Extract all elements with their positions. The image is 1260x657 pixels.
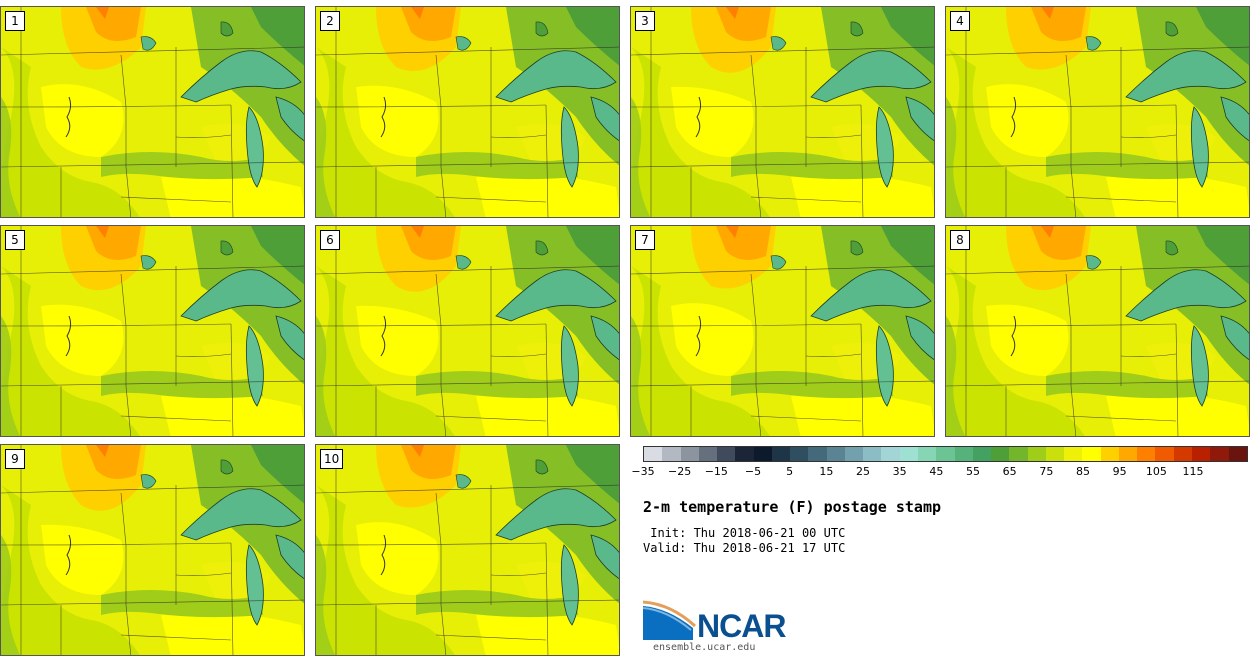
ensemble-member-panel-7: 7 (630, 225, 935, 437)
colorbar-tick-label: −15 (704, 465, 728, 478)
colorbar-tick-label: −35 (631, 465, 655, 478)
temperature-map (631, 226, 934, 436)
ensemble-member-panel-5: 5 (0, 225, 305, 437)
colorbar-cell (808, 447, 827, 461)
colorbar-cell (899, 447, 918, 461)
temperature-map (1, 445, 304, 655)
temperature-map (1, 7, 304, 217)
colorbar-tick-labels: −35 −25 −15 −5 5 15 25 35 45 55 65 75 85 95 105 115 (631, 465, 1248, 483)
ensemble-member-panel-2: 2 (315, 6, 620, 218)
colorbar-tick-label: 105 (1145, 465, 1167, 478)
temperature-map (316, 445, 619, 655)
colorbar-cell (1155, 447, 1174, 461)
colorbar-cell (790, 447, 809, 461)
ensemble-member-panel-10: 10 (315, 444, 620, 656)
colorbar-cell (680, 447, 699, 461)
colorbar-tick-label: 95 (1112, 465, 1127, 478)
colorbar-cell (1191, 447, 1211, 461)
member-label: 1 (5, 11, 25, 31)
colorbar-cell (1118, 447, 1138, 461)
colorbar-cell (881, 447, 900, 461)
colorbar-tick-label: 25 (856, 465, 870, 478)
colorbar-cell (1027, 447, 1046, 461)
colorbar-tick-label: −25 (668, 465, 692, 478)
colorbar-tick-label: 5 (786, 465, 794, 478)
colorbar-cell (1137, 447, 1156, 461)
colorbar-cell (1045, 447, 1065, 461)
colorbar-tick-label: 35 (892, 465, 907, 478)
colorbar-cell (1173, 447, 1192, 461)
ensemble-member-panel-8: 8 (945, 225, 1250, 437)
colorbar-cell (844, 447, 864, 461)
member-label: 8 (950, 230, 970, 250)
ensemble-member-panel-9: 9 (0, 444, 305, 656)
colorbar-cell (662, 447, 681, 461)
colorbar-tick-label: 15 (819, 465, 834, 478)
colorbar-cell (917, 447, 937, 461)
colorbar-cell (972, 447, 992, 461)
valid-time: Valid: Thu 2018-06-21 17 UTC (643, 541, 846, 555)
temperature-map (316, 226, 619, 436)
colorbar-cell (644, 447, 663, 461)
colorbar-cell (717, 447, 736, 461)
colorbar-tick-label: 75 (1039, 465, 1054, 478)
colorbar-cell (1009, 447, 1028, 461)
member-label: 3 (635, 11, 655, 31)
ensemble-member-panel-1: 1 (0, 6, 305, 218)
temperature-map (946, 7, 1249, 217)
colorbar-tick-label: 65 (1002, 465, 1017, 478)
colorbar-tick-label: 85 (1076, 465, 1090, 478)
init-time: Init: Thu 2018-06-21 00 UTC (643, 526, 846, 540)
site-url: ensemble.ucar.edu (653, 642, 756, 653)
colorbar-cell (1100, 447, 1119, 461)
member-label: 6 (320, 230, 340, 250)
member-label: 7 (635, 230, 655, 250)
colorbar-cell (771, 447, 791, 461)
temperature-map (631, 7, 934, 217)
colorbar-cell (1064, 447, 1083, 461)
member-label: 9 (5, 449, 25, 469)
colorbar-cell (1228, 447, 1247, 461)
ncar-logo-text: NCAR (697, 608, 786, 644)
colorbar-tick-label: 45 (929, 465, 944, 478)
figure-title: 2-m temperature (F) postage stamp (643, 498, 942, 516)
colorbar-cell (1210, 447, 1229, 461)
colorbar-cell (698, 447, 718, 461)
temperature-map (946, 226, 1249, 436)
colorbar-cell (1082, 447, 1101, 461)
ensemble-member-panel-4: 4 (945, 6, 1250, 218)
ensemble-member-panel-3: 3 (630, 6, 935, 218)
member-label: 5 (5, 230, 25, 250)
ensemble-member-panel-6: 6 (315, 225, 620, 437)
colorbar-cell (954, 447, 973, 461)
temperature-map (1, 226, 304, 436)
colorbar-tick-label: 55 (966, 465, 980, 478)
colorbar-cell (991, 447, 1010, 461)
colorbar-tick-label: −5 (744, 465, 762, 478)
colorbar-cell (753, 447, 772, 461)
temperature-map (316, 7, 619, 217)
ncar-logo-icon (643, 600, 697, 640)
member-label: 10 (320, 449, 344, 469)
colorbar-tick-label: 115 (1182, 465, 1204, 478)
member-label: 4 (950, 11, 970, 31)
colorbar-cell (826, 447, 845, 461)
colorbar-cell (735, 447, 754, 461)
colorbar-cell (863, 447, 882, 461)
colorbar-cell (936, 447, 955, 461)
member-label: 2 (320, 11, 340, 31)
temperature-colorbar (643, 446, 1248, 462)
